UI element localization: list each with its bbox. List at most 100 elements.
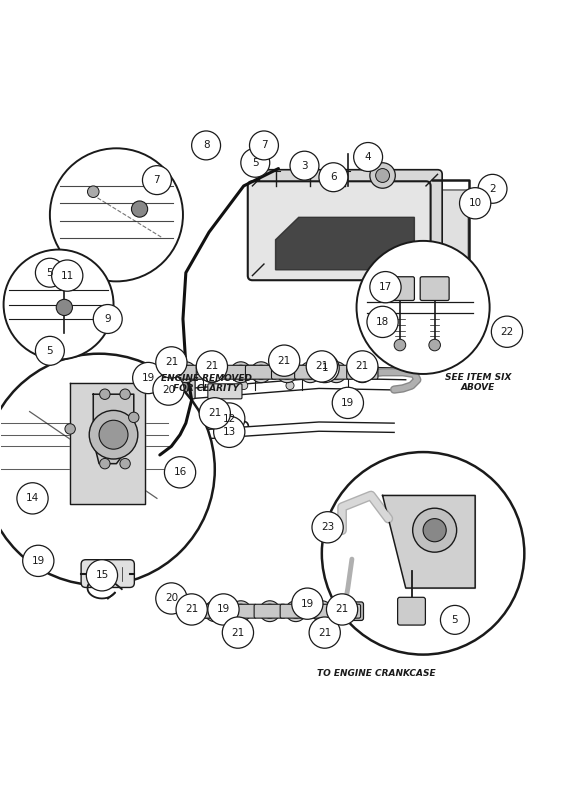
Circle shape [292,588,323,619]
Text: 8: 8 [203,141,209,150]
FancyBboxPatch shape [271,366,303,379]
Text: 21: 21 [185,605,198,614]
Circle shape [315,604,329,618]
Circle shape [491,316,523,347]
Circle shape [347,351,378,382]
Text: 4: 4 [365,152,371,162]
Text: 14: 14 [26,494,39,503]
Circle shape [191,131,220,160]
Circle shape [234,604,248,618]
Polygon shape [93,394,134,464]
FancyBboxPatch shape [345,602,364,621]
Circle shape [412,508,456,552]
FancyBboxPatch shape [280,604,311,618]
Circle shape [354,142,383,171]
Circle shape [394,339,406,351]
Circle shape [100,458,110,469]
Circle shape [230,362,251,382]
Circle shape [338,604,352,618]
Circle shape [429,339,440,351]
FancyBboxPatch shape [150,366,181,379]
Circle shape [322,452,524,654]
Text: 21: 21 [356,362,369,371]
Circle shape [251,362,271,382]
Circle shape [156,583,187,614]
Text: 15: 15 [95,570,108,580]
Circle shape [56,299,72,315]
Circle shape [312,512,343,543]
FancyBboxPatch shape [420,277,449,301]
FancyBboxPatch shape [398,598,425,625]
Text: 5: 5 [452,615,458,625]
Text: 16: 16 [173,467,187,478]
FancyBboxPatch shape [225,366,256,379]
Circle shape [100,389,110,399]
Circle shape [303,366,317,379]
Circle shape [35,336,64,366]
Text: 19: 19 [142,373,155,383]
Circle shape [319,162,348,192]
FancyBboxPatch shape [199,604,230,618]
Circle shape [263,604,277,618]
Circle shape [93,305,122,334]
Circle shape [254,366,268,379]
Polygon shape [70,382,146,504]
Circle shape [440,606,469,634]
Circle shape [129,412,139,422]
Text: 21: 21 [208,408,222,418]
Circle shape [184,601,205,622]
Circle shape [213,416,245,447]
Circle shape [311,601,332,622]
Text: 7: 7 [260,141,267,150]
Text: 6: 6 [330,172,337,182]
Circle shape [133,362,164,394]
Text: 21: 21 [318,628,331,638]
Circle shape [205,366,219,379]
Circle shape [259,601,280,622]
Circle shape [155,362,176,382]
Circle shape [269,345,300,376]
Circle shape [35,258,64,287]
Text: 21: 21 [335,605,349,614]
Circle shape [241,148,270,178]
Circle shape [357,241,490,374]
Circle shape [370,162,396,188]
Circle shape [132,201,148,217]
Circle shape [153,374,184,406]
Circle shape [222,617,253,648]
Circle shape [88,186,99,198]
FancyBboxPatch shape [259,170,442,269]
Circle shape [182,382,190,390]
Circle shape [120,389,130,399]
Circle shape [204,601,225,622]
Circle shape [240,382,248,390]
Text: 3: 3 [301,161,308,170]
Text: 7: 7 [154,175,160,185]
Circle shape [208,604,222,618]
Text: TO ENGINE CRANKCASE: TO ENGINE CRANKCASE [317,669,436,678]
Circle shape [310,354,339,382]
FancyBboxPatch shape [295,366,326,379]
Text: 12: 12 [223,414,236,423]
FancyBboxPatch shape [347,366,378,379]
Circle shape [89,410,138,459]
Circle shape [177,382,189,393]
Circle shape [175,362,196,382]
Circle shape [199,398,230,429]
Circle shape [478,174,507,203]
Circle shape [156,346,187,378]
Polygon shape [276,218,414,270]
FancyBboxPatch shape [248,182,430,280]
Circle shape [329,366,343,379]
Circle shape [165,457,195,488]
Circle shape [326,362,347,382]
Circle shape [289,604,303,618]
Circle shape [376,169,390,182]
FancyBboxPatch shape [208,384,242,399]
FancyBboxPatch shape [225,604,256,618]
Circle shape [159,366,172,379]
Circle shape [327,594,358,625]
Circle shape [208,594,239,625]
Circle shape [370,271,401,302]
FancyBboxPatch shape [321,366,352,379]
